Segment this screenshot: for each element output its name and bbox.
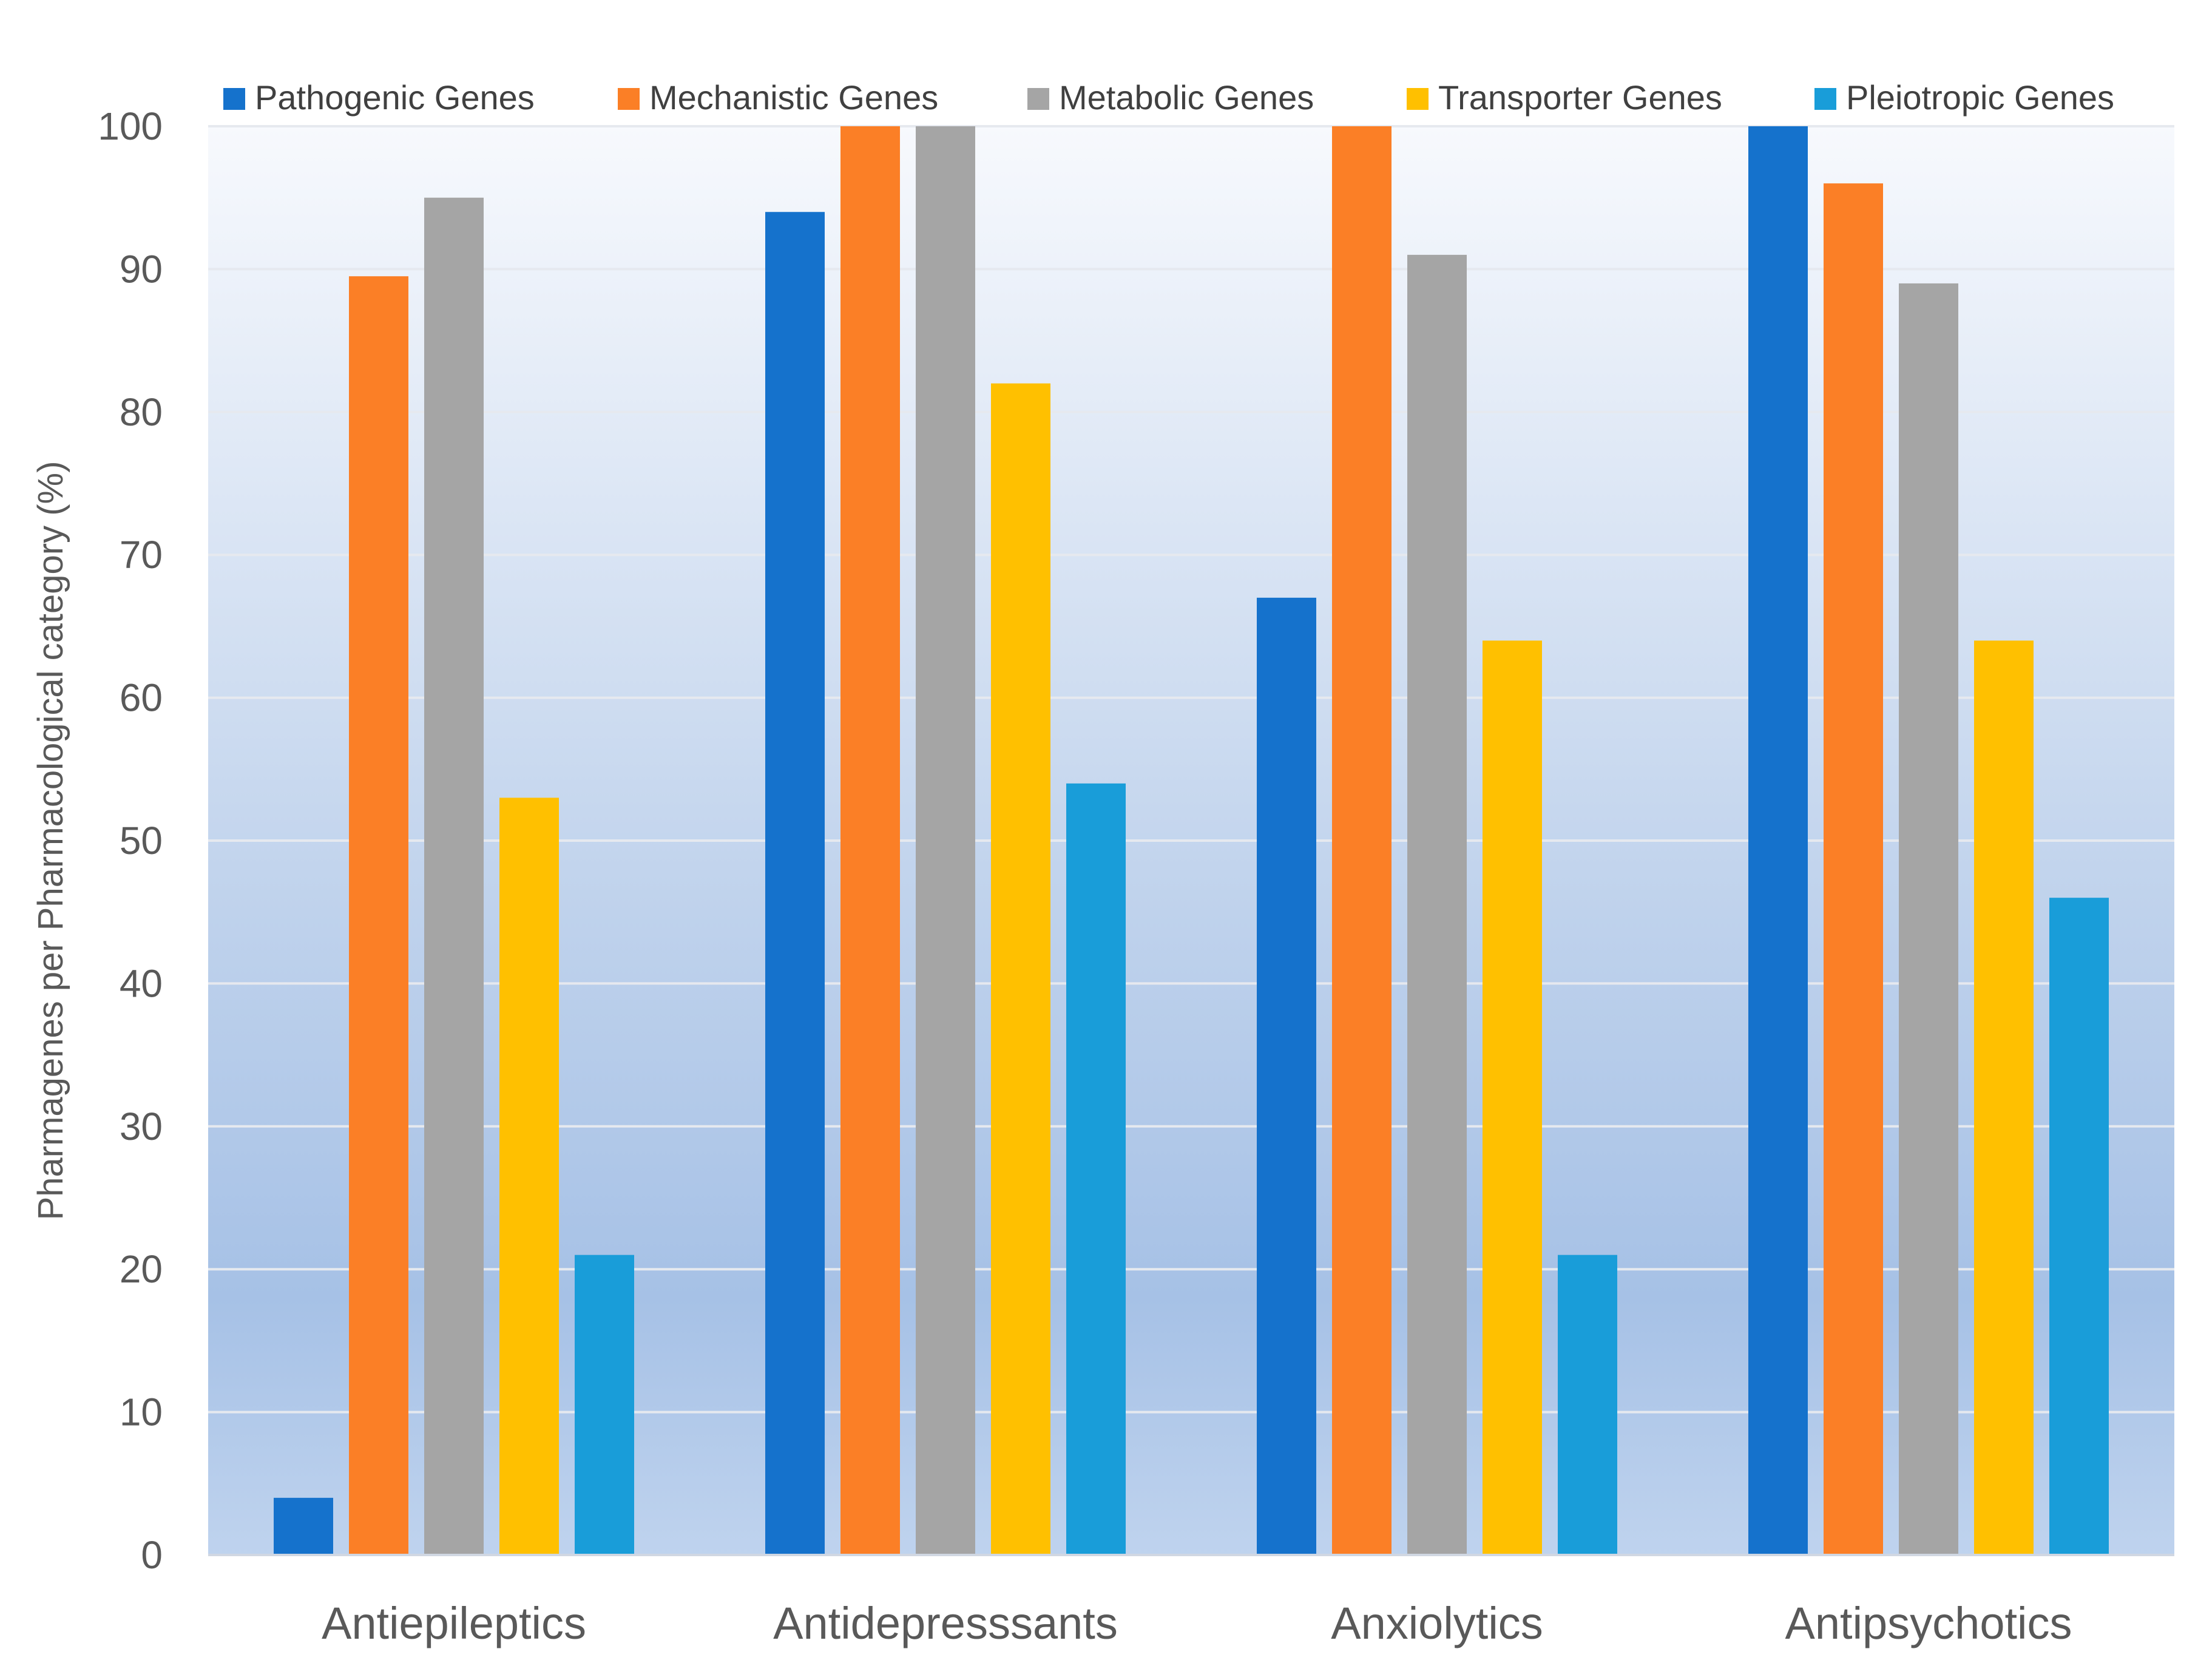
bars — [274, 126, 2109, 1556]
bar-pleiotropic-genes-antidepresssants — [1066, 783, 1126, 1555]
bar-pleiotropic-genes-antipsychotics — [2049, 898, 2109, 1555]
bar-metabolic-genes-antidepresssants — [916, 126, 975, 1555]
bar-mechanistic-genes-antiepileptics — [349, 276, 408, 1556]
legend-swatch — [223, 88, 245, 110]
x-category-label: Anxiolytics — [1331, 1598, 1543, 1648]
bar-pathogenic-genes-anxiolytics — [1257, 597, 1316, 1555]
x-axis-labels: Antiepileptics Antidepresssants Anxiolytic… — [322, 1598, 2072, 1648]
x-category-label: Antiepileptics — [322, 1598, 586, 1648]
y-tick-label: 70 — [120, 533, 163, 577]
y-tick-label: 60 — [120, 676, 163, 720]
bar-transporter-genes-anxiolytics — [1483, 640, 1542, 1555]
legend-label: Pathogenic Genes — [255, 78, 535, 117]
y-tick-label: 80 — [120, 390, 163, 434]
y-axis-ticks: 0 10 20 30 40 50 60 70 80 90 100 — [98, 104, 163, 1577]
y-tick-label: 90 — [120, 247, 163, 291]
legend-label: Mechanistic Genes — [649, 78, 938, 117]
y-axis-title: Pharmagenes per Pharmacological category… — [31, 461, 70, 1221]
y-tick-label: 100 — [98, 104, 163, 148]
legend-swatch — [1814, 88, 1836, 110]
bar-mechanistic-genes-antipsychotics — [1824, 183, 1883, 1556]
legend: Pathogenic Genes Mechanistic Genes Metabol… — [223, 78, 2114, 117]
bar-metabolic-genes-anxiolytics — [1407, 254, 1467, 1556]
legend-swatch — [618, 88, 640, 110]
bar-mechanistic-genes-anxiolytics — [1332, 126, 1392, 1555]
y-tick-label: 0 — [141, 1533, 163, 1577]
bar-metabolic-genes-antiepileptics — [424, 197, 484, 1556]
bar-pathogenic-genes-antidepresssants — [765, 212, 825, 1555]
bar-transporter-genes-antiepileptics — [499, 798, 559, 1555]
legend-label: Pleiotropic Genes — [1846, 78, 2114, 117]
legend-swatch — [1027, 88, 1049, 110]
bar-pleiotropic-genes-antiepileptics — [575, 1255, 634, 1555]
bar-pathogenic-genes-antiepileptics — [274, 1497, 333, 1555]
bar-transporter-genes-antidepresssants — [991, 383, 1050, 1555]
y-tick-label: 20 — [120, 1247, 163, 1291]
y-tick-label: 40 — [120, 961, 163, 1005]
y-tick-label: 30 — [120, 1105, 163, 1148]
x-category-label: Antipsychotics — [1785, 1598, 2072, 1648]
legend-swatch — [1407, 88, 1429, 110]
bar-mechanistic-genes-antidepresssants — [840, 126, 900, 1555]
bar-transporter-genes-antipsychotics — [1974, 640, 2034, 1555]
legend-label: Transporter Genes — [1438, 78, 1722, 117]
y-tick-label: 10 — [120, 1390, 163, 1434]
bar-pleiotropic-genes-anxiolytics — [1558, 1255, 1617, 1555]
bar-pathogenic-genes-antipsychotics — [1748, 126, 1808, 1555]
bar-metabolic-genes-antipsychotics — [1899, 283, 1958, 1556]
legend-label: Metabolic Genes — [1059, 78, 1314, 117]
x-category-label: Antidepresssants — [773, 1598, 1118, 1648]
y-tick-label: 50 — [120, 819, 163, 862]
